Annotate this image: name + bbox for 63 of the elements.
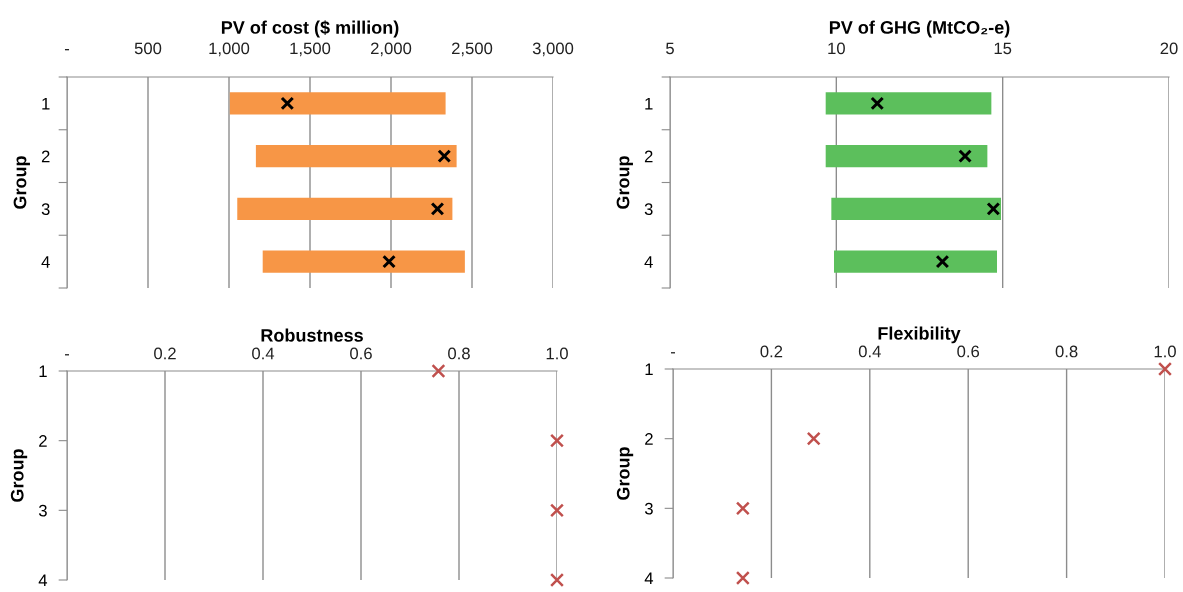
x-tick-label: 2,000: [370, 42, 412, 57]
point: [437, 149, 452, 164]
x-tick-label: 1,500: [290, 42, 331, 57]
bar: [262, 250, 465, 273]
chart-title: PV of GHG (MtCO₂-e): [829, 20, 1010, 38]
bar: [825, 92, 992, 115]
x-tick-label: -: [670, 352, 676, 354]
y-axis-title: Group: [616, 447, 634, 500]
x-tick-label: 0.8: [448, 347, 470, 360]
point: [935, 254, 950, 269]
x-tick-label: 1.0: [1154, 345, 1176, 358]
y-tick-label: 4: [644, 572, 654, 585]
y-tick-label: 1: [42, 97, 50, 110]
y-tick-label: 1: [39, 365, 47, 378]
x-tick-label: 5: [666, 42, 674, 55]
x-tick-label: 0.2: [760, 345, 783, 358]
y-tick-label: 4: [38, 574, 48, 587]
point: [382, 254, 396, 269]
y-axis-title: Group: [10, 449, 28, 502]
x-tick-label: -: [64, 49, 70, 51]
y-tick-label: 3: [38, 504, 47, 517]
x-tick-label: 10: [828, 42, 845, 55]
y-tick-label: 1: [645, 97, 653, 110]
bar: [834, 250, 998, 273]
x-tick-label: -: [64, 354, 70, 356]
chart-title: PV of cost ($ million): [221, 20, 399, 38]
x-tick-label: 0.6: [350, 347, 372, 360]
y-tick-label: 2: [644, 150, 653, 163]
y-tick-label: 3: [41, 203, 50, 216]
x-tick-label: 3,000: [532, 42, 574, 57]
point: [870, 96, 885, 111]
x-tick-label: 0.2: [154, 347, 176, 360]
bar: [255, 145, 457, 168]
y-tick-label: 2: [39, 435, 47, 447]
x-tick-label: 15: [994, 42, 1012, 55]
x-tick-label: 0.6: [957, 345, 980, 358]
bar: [831, 197, 1001, 220]
x-tick-label: 500: [134, 42, 162, 55]
y-tick-label: 4: [644, 256, 653, 268]
y-tick-label: 1: [645, 363, 653, 376]
y-tick-label: 3: [644, 502, 653, 515]
point: [280, 96, 295, 111]
x-tick-label: 0.4: [252, 347, 275, 360]
point: [958, 149, 972, 164]
y-tick-label: 3: [644, 203, 653, 216]
x-tick-label: 0.4: [858, 345, 881, 358]
bar: [229, 92, 446, 115]
y-axis-title: Group: [13, 156, 30, 209]
x-tick-label: 20: [1160, 42, 1178, 55]
chart-title: Robustness: [261, 328, 363, 342]
y-tick-label: 2: [41, 150, 50, 163]
x-tick-label: 1,000: [209, 42, 250, 57]
bar: [825, 145, 988, 168]
point: [430, 201, 445, 216]
bar: [237, 197, 453, 220]
chart-title: Flexibility: [878, 326, 961, 344]
y-axis-title: Group: [616, 156, 633, 209]
x-tick-label: 1.0: [546, 347, 568, 360]
y-tick-label: 4: [41, 256, 50, 268]
point: [986, 201, 1001, 216]
y-tick-label: 2: [645, 433, 653, 445]
x-tick-label: 2,500: [451, 42, 493, 57]
x-tick-label: 0.8: [1055, 345, 1078, 358]
